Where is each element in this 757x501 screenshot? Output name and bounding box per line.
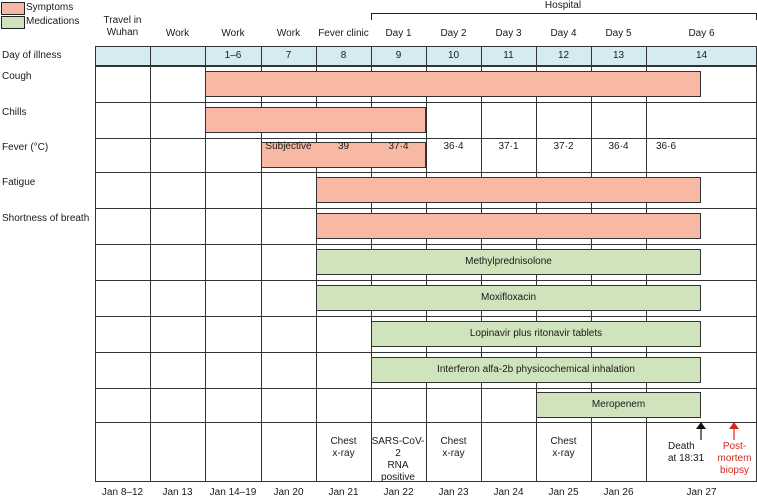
event-sars-cov2-positive: SARS-CoV-2 RNA positive <box>371 436 425 483</box>
date-label: Jan 22 <box>383 487 414 498</box>
day-strip-divider <box>371 46 372 66</box>
day-strip-divider <box>205 46 206 66</box>
grid-column-line <box>261 66 262 481</box>
row-label-chills: Chills <box>2 107 27 118</box>
day-of-illness-value: 12 <box>557 50 570 61</box>
phase-label: Day 6 <box>688 28 715 39</box>
event-chest-xray-2: Chest x-ray <box>440 436 467 459</box>
row-label-fever-c: Fever (°C) <box>2 142 49 153</box>
day-strip-divider <box>426 46 427 66</box>
day-of-illness-value <box>150 48 205 64</box>
medication-bar <box>371 321 701 347</box>
event-chest-xray-3: Chest x-ray <box>550 436 577 459</box>
day-of-illness-value: 10 <box>447 50 460 61</box>
date-label: Jan 20 <box>273 487 304 498</box>
fever-value: 36·6 <box>655 141 676 152</box>
fever-value: Subjective <box>265 141 312 152</box>
fever-value: 36·4 <box>443 141 464 152</box>
legend-symptoms-label: Symptoms <box>26 2 74 13</box>
phase-label: Work <box>276 28 301 39</box>
day-of-illness-value <box>95 48 150 64</box>
medication-bar <box>316 285 701 311</box>
phase-label: Day 3 <box>495 28 522 39</box>
day-of-illness-value: 7 <box>285 50 292 61</box>
medication-bar <box>316 249 701 275</box>
medication-bar <box>371 357 701 383</box>
date-label: Jan 8–12 <box>101 487 144 498</box>
fever-value: 39 <box>337 141 350 152</box>
event-postmortem-biopsy: Post- mortem biopsy <box>717 441 752 476</box>
symptom-bar <box>205 71 701 97</box>
day-strip-divider <box>261 46 262 66</box>
phase-label: Day 5 <box>605 28 632 39</box>
phase-label: Work <box>165 28 190 39</box>
legend-symptoms-swatch <box>1 2 25 15</box>
day-strip-divider <box>481 46 482 66</box>
date-label: Jan 27 <box>686 487 717 498</box>
hospital-label: Hospital <box>544 0 582 11</box>
event-chest-xray-1: Chest x-ray <box>330 436 357 459</box>
grid-row-line <box>95 481 757 482</box>
fever-value: 37·2 <box>553 141 574 152</box>
day-strip-divider <box>646 46 647 66</box>
phase-label: Day 4 <box>550 28 577 39</box>
day-of-illness-value: 9 <box>395 50 402 61</box>
day-of-illness-value: 14 <box>695 50 708 61</box>
day-strip-divider <box>591 46 592 66</box>
fever-value: 36·4 <box>608 141 629 152</box>
symptom-bar <box>316 213 701 239</box>
date-label: Jan 21 <box>328 487 359 498</box>
fever-value: 37·4 <box>388 141 409 152</box>
medication-label: Methylprednisolone <box>465 256 552 267</box>
day-of-illness-value: 1–6 <box>224 50 242 61</box>
date-label: Jan 24 <box>493 487 524 498</box>
symptom-bar <box>261 142 426 168</box>
grid-column-line <box>150 66 151 481</box>
row-label-shortness-of-breath: Shortness of breath <box>2 213 90 224</box>
legend-medications-swatch <box>1 16 25 29</box>
phase-label: Fever clinic <box>318 28 369 39</box>
biopsy-arrow-icon <box>729 422 739 440</box>
grid-column-line <box>205 66 206 481</box>
day-strip-divider <box>536 46 537 66</box>
row-label-cough: Cough <box>2 71 32 82</box>
phase-label: Travel in Wuhan <box>103 15 142 38</box>
date-label: Jan 13 <box>162 487 193 498</box>
legend-medications-label: Medications <box>26 16 80 27</box>
event-death: Death at 18:31 <box>668 441 705 464</box>
day-of-illness-value: 11 <box>503 50 514 61</box>
day-of-illness-label: Day of illness <box>2 50 62 61</box>
fever-value: 37·1 <box>498 141 519 152</box>
day-strip-divider <box>150 46 151 66</box>
medication-bar <box>536 392 701 418</box>
date-label: Jan 14–19 <box>209 487 257 498</box>
day-strip-divider <box>316 46 317 66</box>
row-label-fatigue: Fatigue <box>2 177 36 188</box>
death-arrow-icon <box>696 422 706 440</box>
symptom-bar <box>316 177 701 203</box>
phase-label: Day 1 <box>385 28 412 39</box>
symptom-bar <box>205 107 426 133</box>
day-of-illness-value: 8 <box>340 50 347 61</box>
medication-label: Moxifloxacin <box>480 292 537 303</box>
grid-column-line <box>95 66 96 481</box>
phase-label: Day 2 <box>440 28 467 39</box>
medication-label: Interferon alfa-2b physicochemical inhal… <box>437 364 635 375</box>
phase-label: Work <box>221 28 245 39</box>
day-of-illness-value: 13 <box>612 50 625 61</box>
date-label: Jan 25 <box>548 487 579 498</box>
date-label: Jan 26 <box>603 487 634 498</box>
medication-label: Meropenem <box>591 399 646 410</box>
medication-label: Lopinavir plus ritonavir tablets <box>469 328 603 339</box>
hospital-bracket <box>371 13 757 20</box>
date-label: Jan 23 <box>438 487 469 498</box>
